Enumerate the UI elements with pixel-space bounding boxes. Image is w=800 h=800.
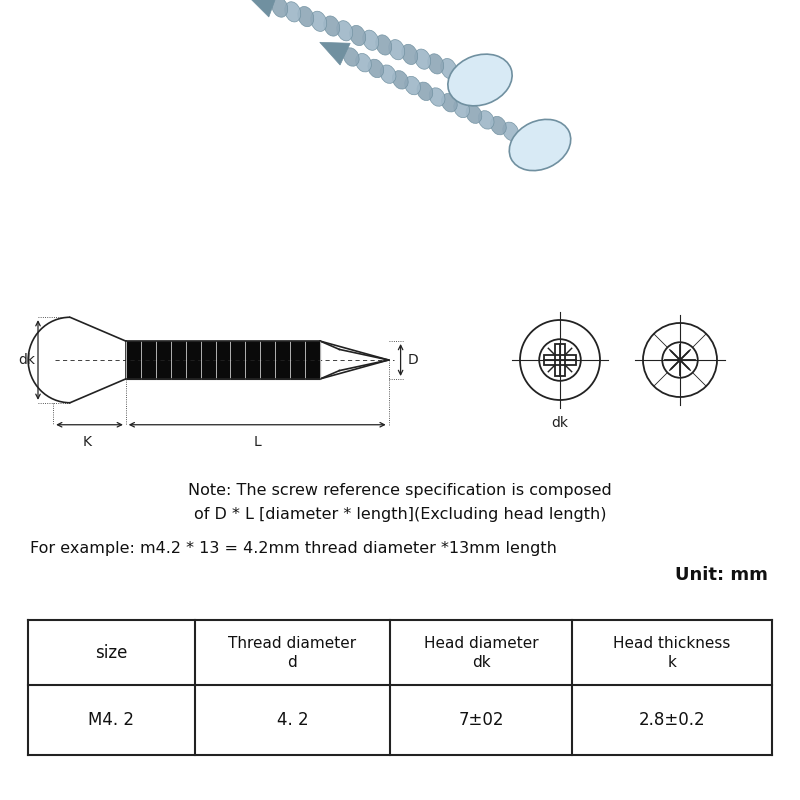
Ellipse shape [448,54,512,106]
Text: k: k [667,655,677,670]
Text: D: D [408,353,418,367]
Ellipse shape [324,16,340,36]
Text: d: d [288,655,298,670]
Ellipse shape [414,49,430,70]
Text: 7±02: 7±02 [458,711,504,729]
Text: Head diameter: Head diameter [424,636,538,651]
Text: 2.8±0.2: 2.8±0.2 [638,711,706,729]
Ellipse shape [454,99,470,118]
Ellipse shape [356,54,371,72]
Ellipse shape [380,65,396,83]
Ellipse shape [376,35,392,55]
Ellipse shape [502,122,518,141]
Ellipse shape [368,59,384,78]
Polygon shape [320,42,350,65]
Ellipse shape [428,54,444,74]
Ellipse shape [441,58,457,78]
Ellipse shape [510,119,570,170]
Ellipse shape [343,48,359,66]
Text: dk: dk [18,353,35,367]
Text: Thread diameter: Thread diameter [229,636,357,651]
Text: K: K [82,434,91,449]
Ellipse shape [490,116,506,135]
Ellipse shape [337,21,353,41]
Text: For example: m4.2 * 13 = 4.2mm thread diameter *13mm length: For example: m4.2 * 13 = 4.2mm thread di… [30,541,557,555]
Text: of D * L [diameter * length](Excluding head length): of D * L [diameter * length](Excluding h… [194,507,606,522]
Text: Head thickness: Head thickness [614,636,730,651]
Text: size: size [95,643,128,662]
Ellipse shape [442,94,458,112]
Ellipse shape [272,0,288,18]
Ellipse shape [285,2,301,22]
Text: Unit: mm: Unit: mm [675,566,768,584]
Ellipse shape [430,88,445,106]
Ellipse shape [362,30,378,50]
Ellipse shape [389,39,405,60]
Text: 4. 2: 4. 2 [277,711,308,729]
Ellipse shape [466,105,482,123]
Ellipse shape [350,26,366,46]
Text: L: L [254,434,261,449]
Ellipse shape [310,11,326,31]
Ellipse shape [417,82,433,101]
Text: dk: dk [551,416,569,430]
Ellipse shape [298,6,314,26]
Ellipse shape [393,70,408,89]
Polygon shape [247,0,278,17]
Text: dk: dk [472,655,490,670]
Ellipse shape [405,76,421,95]
Bar [126,341,320,379]
Text: Note: The screw reference specification is composed: Note: The screw reference specification … [188,482,612,498]
Ellipse shape [402,44,418,65]
Text: M4. 2: M4. 2 [89,711,134,729]
Ellipse shape [478,110,494,129]
